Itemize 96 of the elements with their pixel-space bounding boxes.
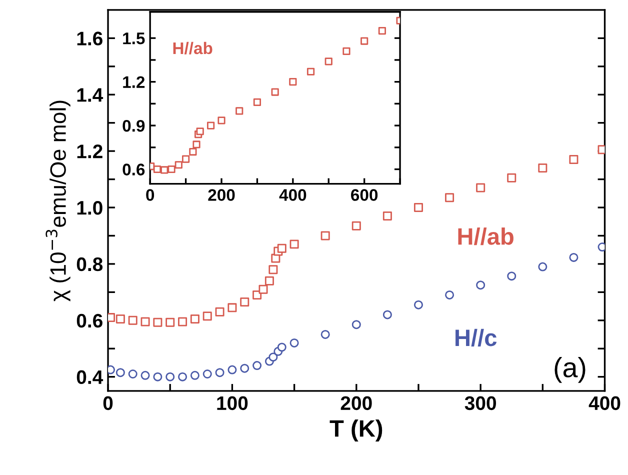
annotation: (a) xyxy=(554,357,586,383)
point xyxy=(196,128,204,136)
point xyxy=(253,98,262,106)
point xyxy=(264,276,274,286)
x-tick-label: 100 xyxy=(217,396,248,410)
point xyxy=(271,254,280,263)
y-tick-label: 1.4 xyxy=(77,88,104,102)
point xyxy=(240,364,250,373)
x-tick-label: 300 xyxy=(464,396,496,410)
y-tick-label: 1.0 xyxy=(77,200,102,215)
point xyxy=(268,265,278,274)
point xyxy=(324,58,332,66)
point xyxy=(538,164,548,172)
point xyxy=(507,272,516,281)
point xyxy=(240,298,250,307)
series-label: H//ab xyxy=(458,228,514,246)
x-tick-label: 200 xyxy=(340,396,372,410)
point xyxy=(215,307,224,316)
point xyxy=(128,316,138,325)
point xyxy=(320,330,330,339)
point xyxy=(202,369,212,378)
point xyxy=(445,193,454,202)
point xyxy=(190,314,200,324)
series-label: H//c xyxy=(456,328,497,346)
point xyxy=(382,211,392,220)
point xyxy=(569,252,578,262)
y-axis-title: χ (10$^{−3}$emu/Oe mol) xyxy=(46,100,70,302)
text: H//ab xyxy=(173,42,212,54)
point xyxy=(202,312,212,321)
y-tick-label: 0.8 xyxy=(76,257,103,272)
point xyxy=(290,240,299,249)
point xyxy=(153,165,162,174)
point xyxy=(277,244,286,253)
point xyxy=(160,166,168,174)
point xyxy=(206,122,215,130)
point xyxy=(507,173,516,182)
point xyxy=(178,317,188,326)
point xyxy=(352,221,361,230)
point xyxy=(228,365,237,374)
point xyxy=(236,107,244,115)
x-tick-label: 400 xyxy=(588,396,620,410)
point xyxy=(258,284,268,294)
point xyxy=(352,320,361,330)
point xyxy=(476,280,486,290)
point xyxy=(178,372,188,382)
point xyxy=(218,116,226,124)
y-tick-label: 0.6 xyxy=(76,314,102,328)
x-tick-label: 400 xyxy=(279,189,306,201)
y-tick-label: 1.5 xyxy=(123,32,145,44)
point xyxy=(277,342,286,352)
x-tick-label: 600 xyxy=(351,189,378,201)
y-tick-label: 0.9 xyxy=(122,120,145,132)
point xyxy=(182,155,190,163)
point xyxy=(140,317,150,326)
point xyxy=(252,361,262,370)
point xyxy=(168,165,176,174)
y-tick-label: 0.4 xyxy=(76,370,104,384)
point xyxy=(476,183,486,192)
x-tick-label: 0 xyxy=(146,189,154,201)
x-tick-label: 200 xyxy=(208,189,235,201)
y-tick-label: 1.2 xyxy=(123,76,145,88)
point xyxy=(538,262,548,272)
point xyxy=(116,314,125,324)
point xyxy=(360,37,368,45)
point xyxy=(342,47,350,56)
point xyxy=(215,368,224,378)
point xyxy=(306,68,315,76)
point xyxy=(116,368,125,378)
point xyxy=(128,369,138,378)
point xyxy=(320,231,330,240)
point xyxy=(189,148,197,156)
point xyxy=(252,290,262,300)
y-tick-label: 1.6 xyxy=(77,32,102,46)
point xyxy=(382,310,392,320)
point xyxy=(271,88,279,96)
point xyxy=(569,155,578,164)
point xyxy=(153,318,162,327)
x-tick-label: 0 xyxy=(103,396,113,410)
point xyxy=(414,203,423,212)
point xyxy=(414,300,423,310)
x-axis-title: T (K) xyxy=(330,419,382,442)
point xyxy=(140,370,150,380)
point xyxy=(192,140,200,148)
point xyxy=(290,338,299,348)
point xyxy=(228,303,237,312)
point xyxy=(445,290,454,300)
point xyxy=(268,352,278,362)
point xyxy=(174,161,182,169)
point xyxy=(190,370,200,380)
point xyxy=(166,318,175,327)
point xyxy=(153,372,162,382)
point xyxy=(166,372,175,382)
point xyxy=(289,78,297,86)
point xyxy=(378,27,386,35)
y-tick-label: 1.2 xyxy=(77,144,102,158)
y-tick-label: 0.6 xyxy=(122,164,145,176)
